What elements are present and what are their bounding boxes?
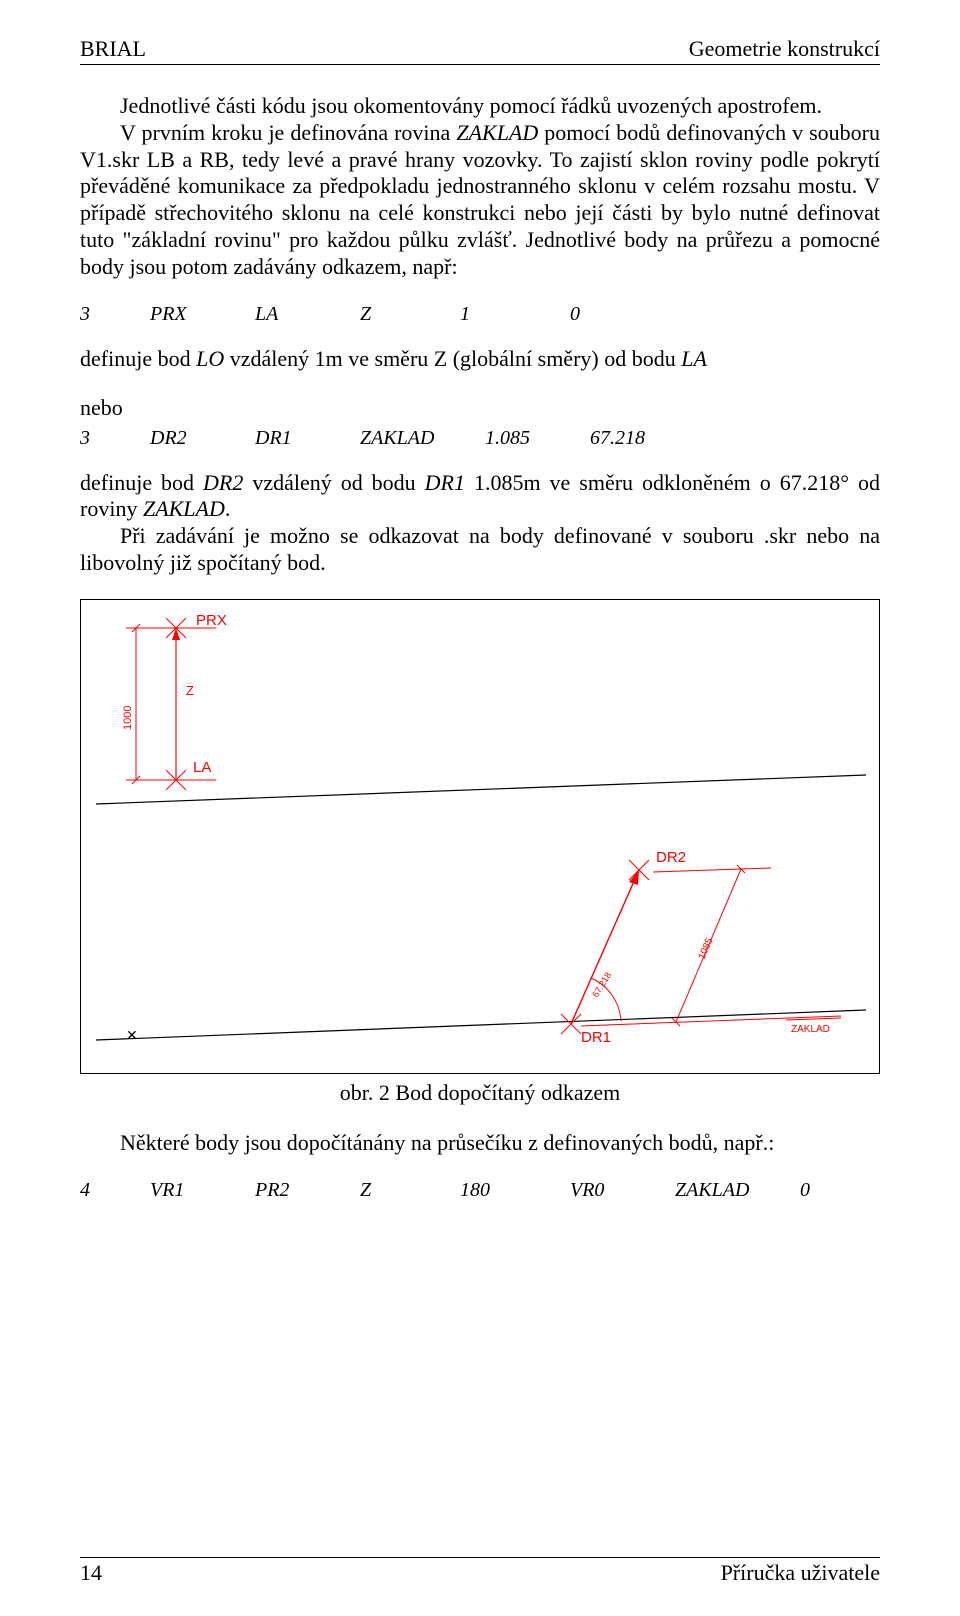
label-1085: 1085	[697, 936, 716, 961]
dr-arrowhead	[629, 870, 639, 885]
upper-slant	[96, 775, 866, 804]
code-line-1: 3 PRX LA Z 1 0	[80, 303, 880, 326]
label-la: LA	[193, 759, 211, 776]
paragraph-1: Jednotlivé části kódu jsou okomentovány …	[80, 93, 880, 120]
label-zaklad: ZAKLAD	[791, 1024, 830, 1035]
label-dr2: DR2	[656, 849, 686, 866]
page-footer: 14 Příručka uživatele	[80, 1557, 880, 1586]
origin-x-marker: ✕	[126, 1027, 138, 1043]
paragraph-2: V prvním kroku je definována rovina ZAKL…	[80, 120, 880, 281]
paragraph-8: Některé body jsou dopočítánány na průseč…	[80, 1130, 880, 1157]
code-line-3: 4 VR1 PR2 Z 180 VR0 ZAKLAD 0	[80, 1179, 880, 1202]
header-left: BRIAL	[80, 36, 146, 62]
page-header: BRIAL Geometrie konstrukcí	[80, 36, 880, 65]
label-1000: 1000	[122, 705, 134, 729]
dr2-ext	[653, 868, 771, 872]
nebo-label: nebo	[80, 395, 880, 421]
z-arrowhead	[172, 628, 180, 640]
page-number: 14	[80, 1560, 102, 1586]
lower-slant	[96, 1010, 866, 1040]
figure-caption: obr. 2 Bod dopočítaný odkazem	[80, 1080, 880, 1106]
paragraph-5: definuje bod DR2 vzdálený od bodu DR1 1.…	[80, 470, 880, 524]
label-angle: 67.218	[590, 970, 613, 999]
footer-right: Příručka uživatele	[721, 1560, 880, 1586]
label-prx: PRX	[196, 612, 227, 629]
figure-diagram: ✕ PRX LA Z 1000 DR1 DR2	[80, 599, 880, 1074]
paragraph-6: Při zadávání je možno se odkazovat na bo…	[80, 523, 880, 577]
label-dr1: DR1	[581, 1029, 611, 1046]
paragraph-3: definuje bod LO vzdálený 1m ve směru Z (…	[80, 346, 880, 373]
code-line-2: 3 DR2 DR1 ZAKLAD 1.085 67.218	[80, 427, 880, 450]
diagram-svg: ✕ PRX LA Z 1000 DR1 DR2	[81, 600, 881, 1075]
header-right: Geometrie konstrukcí	[689, 36, 880, 62]
label-z: Z	[186, 683, 194, 698]
dr-arrow	[571, 870, 639, 1024]
